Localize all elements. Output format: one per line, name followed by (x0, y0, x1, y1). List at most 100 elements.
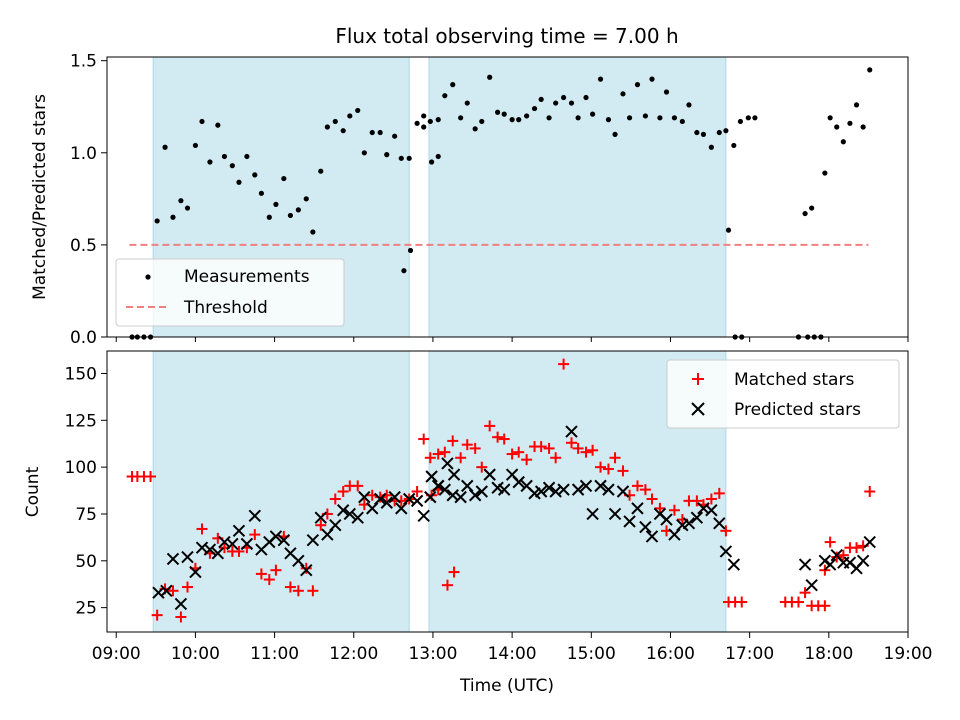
predicted-star-point (823, 558, 837, 571)
matched-star-point (329, 493, 341, 505)
measurement-point (406, 155, 412, 161)
measurement-point (303, 196, 309, 202)
matched-star-point (337, 486, 349, 497)
measurement-point (860, 124, 866, 130)
predicted-marker-b (660, 513, 673, 526)
predicted-marker-b (189, 565, 202, 579)
predicted-star-point (410, 494, 424, 508)
measurement-point (597, 76, 604, 82)
predicted-star-point (232, 524, 246, 538)
x-tick-label: 13:00 (408, 644, 457, 664)
matched-star-point (587, 444, 599, 456)
ratio-y-ticks: 0.0 0.5 1.0 1.5 (70, 52, 107, 348)
matched-star-point (432, 448, 444, 460)
predicted-marker-b (616, 485, 630, 498)
predicted-marker-b (277, 533, 291, 547)
y-tick-label: 50 (75, 552, 97, 572)
predicted-star-point (805, 578, 818, 592)
measurement-point (649, 76, 655, 82)
matched-star-point (270, 564, 282, 576)
predicted-star-point (856, 554, 870, 568)
x-tick-label: 17:00 (725, 644, 774, 664)
legend-measurements-label: Measurements (184, 267, 310, 287)
measurement-point (745, 115, 751, 121)
measurement-point (509, 117, 515, 123)
predicted-marker-b (454, 490, 467, 504)
ratio-legend-box (115, 258, 345, 327)
matched-star-point (448, 566, 460, 578)
predicted-star-point (226, 537, 239, 551)
matched-star-point (792, 596, 804, 608)
matched-star-point (255, 568, 267, 580)
predicted-marker-b (269, 530, 283, 543)
matched-star-point (307, 585, 319, 597)
predicted-star-point (483, 468, 496, 481)
measurement-point (407, 247, 414, 254)
matched-star-point (492, 431, 504, 443)
measurement-points (129, 67, 873, 340)
matched-star-point (263, 574, 275, 586)
ratio-y-axis-label: Matched/Predicted stars (30, 94, 50, 300)
predicted-marker-b (682, 517, 696, 530)
predicted-marker-b (248, 509, 262, 523)
measurement-point (435, 117, 441, 123)
predicted-star-point (366, 502, 379, 515)
measurement-point (281, 175, 287, 182)
predicted-star-point (557, 483, 570, 496)
measurement-point (840, 139, 846, 145)
matched-star-point (720, 525, 732, 537)
predicted-star-point (166, 552, 180, 566)
x-tick-label: 10:00 (171, 644, 220, 664)
measurement-point (398, 155, 404, 161)
predicted-marker-b (579, 479, 593, 493)
predicted-marker-b (623, 515, 636, 528)
predicted-star-point (300, 563, 313, 577)
predicted-marker-b (602, 483, 615, 496)
measurement-point (626, 115, 633, 121)
measurement-point (723, 128, 729, 134)
measurement-point (516, 117, 522, 123)
predicted-marker-b (166, 552, 180, 566)
measurement-point (472, 126, 478, 132)
matched-star-point (469, 442, 481, 454)
matched-star-point (145, 471, 157, 483)
predicted-marker-b (645, 530, 659, 543)
measurement-point (347, 113, 353, 119)
measurement-point (252, 172, 258, 178)
matched-star-point (284, 581, 296, 593)
legend-measurements-marker (145, 274, 151, 280)
predicted-marker-b (690, 511, 704, 524)
matched-star-point (736, 596, 748, 608)
measurement-point (867, 67, 873, 73)
measurement-point (178, 198, 184, 204)
matched-star-point (572, 442, 584, 454)
matched-star-point (249, 529, 261, 541)
predicted-marker-b (447, 468, 461, 481)
matched-star-point (418, 433, 430, 445)
predicted-star-point (395, 502, 408, 515)
matched-star-point (566, 437, 578, 449)
measurement-point (657, 115, 663, 121)
matched-star-point (455, 452, 467, 464)
predicted-marker-b (639, 520, 652, 534)
legend-matched-marker (692, 373, 704, 385)
predicted-marker-b (240, 537, 254, 551)
measurement-point (827, 115, 833, 121)
predicted-marker-b (594, 479, 607, 493)
predicted-marker-b (211, 547, 225, 560)
measurement-point (501, 111, 507, 117)
predicted-marker-b (203, 543, 217, 556)
count-x-ticks: 09:00 10:00 11:00 12:00 13:00 14:00 15:00 16:00… (92, 632, 933, 664)
matched-star-point (292, 585, 304, 597)
predicted-marker-b (292, 554, 305, 568)
matched-star-point (167, 585, 179, 597)
measurement-point (421, 124, 427, 130)
matched-star-point (484, 420, 496, 432)
x-tick-label: 16:00 (646, 644, 695, 664)
measurement-point (479, 118, 485, 125)
predicted-star-point (438, 483, 452, 496)
predicted-star-point (160, 584, 173, 597)
measurement-point (725, 227, 732, 233)
predicted-star-point (798, 558, 812, 571)
